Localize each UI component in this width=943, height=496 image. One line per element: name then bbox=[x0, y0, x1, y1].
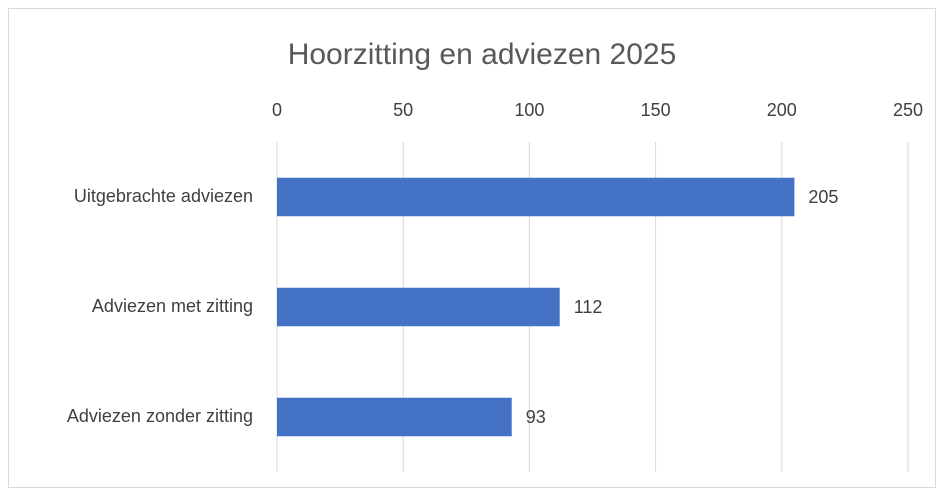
y-tick-label: Adviezen zonder zitting bbox=[67, 406, 253, 426]
data-label: 112 bbox=[574, 297, 603, 317]
x-tick-label: 50 bbox=[393, 100, 413, 120]
x-tick-label: 200 bbox=[767, 100, 797, 120]
y-tick-label: Adviezen met zitting bbox=[92, 296, 253, 316]
x-tick-label: 100 bbox=[514, 100, 544, 120]
x-tick-label: 250 bbox=[893, 100, 923, 120]
x-tick-label: 150 bbox=[641, 100, 671, 120]
bar bbox=[277, 287, 560, 327]
data-label: 205 bbox=[808, 187, 838, 207]
x-tick-label: 0 bbox=[272, 100, 282, 120]
data-label: 93 bbox=[526, 407, 546, 427]
bar bbox=[277, 177, 795, 217]
bar bbox=[277, 397, 512, 437]
chart-title: Hoorzitting en adviezen 2025 bbox=[288, 38, 677, 71]
y-tick-label: Uitgebrachte adviezen bbox=[74, 186, 253, 206]
